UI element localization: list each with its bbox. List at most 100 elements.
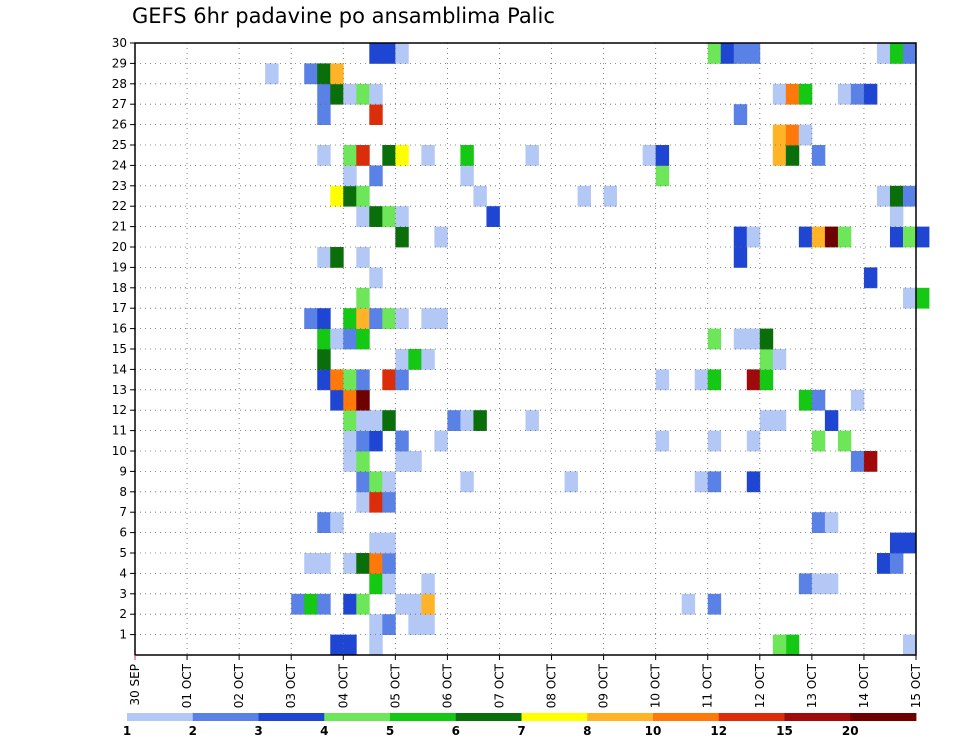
heatmap-cell <box>343 369 357 391</box>
y-tick-label: 24 <box>112 158 127 172</box>
heatmap-cell <box>642 145 657 166</box>
heatmap-cell <box>850 83 865 105</box>
heatmap-cell <box>382 145 396 166</box>
heatmap-cell <box>369 165 383 187</box>
heatmap-cell <box>772 124 787 146</box>
heatmap-cell <box>707 328 722 350</box>
colorbar-tick-label: 7 <box>517 724 525 738</box>
heatmap-cell <box>265 63 279 85</box>
grid-layer <box>135 43 916 655</box>
heatmap-cell <box>382 491 396 513</box>
heatmap-cell <box>343 389 357 411</box>
heatmap-cell <box>369 532 383 554</box>
x-tick-label: 06 OCT <box>440 663 454 708</box>
heatmap-cell <box>343 308 357 329</box>
x-tick-label: 13 OCT <box>805 663 819 708</box>
colorbar-swatch <box>653 713 720 721</box>
x-axis: 30 SEP 01 OCT 02 OCT 03 OCT 04 OCT 05 OCT 06 O… <box>128 655 923 708</box>
heatmap-cell <box>343 593 357 615</box>
y-tick-label: 29 <box>112 56 127 70</box>
heatmap-cell <box>798 573 813 595</box>
heatmap-cell <box>759 369 774 391</box>
heatmap-cell <box>824 573 839 595</box>
heatmap-cell <box>746 226 761 248</box>
heatmap-cell <box>317 512 331 533</box>
heatmap-cell <box>655 430 670 452</box>
heatmap-cell <box>369 410 383 431</box>
heatmap-cell <box>317 247 331 268</box>
x-tick-label: 14 OCT <box>857 663 871 708</box>
heatmap-cell <box>343 83 357 105</box>
y-tick-label: 16 <box>112 322 127 336</box>
x-tick-label: 15 OCT <box>909 663 923 708</box>
y-tick-label: 15 <box>112 342 127 356</box>
heatmap-cell <box>811 573 826 595</box>
heatmap-cell <box>317 553 331 574</box>
y-tick-label: 1 <box>119 628 127 642</box>
heatmap-cell <box>330 63 344 85</box>
heatmap-cell <box>382 410 396 431</box>
heatmap-cell <box>421 308 435 329</box>
y-tick-label: 19 <box>112 260 127 274</box>
heatmap-cell <box>330 389 344 411</box>
heatmap-cell <box>382 614 396 635</box>
heatmap-cell <box>824 410 839 431</box>
heatmap-cell <box>655 369 670 391</box>
heatmap-cell <box>317 349 331 370</box>
heatmap-cell <box>330 83 344 105</box>
heatmap-cell <box>343 553 357 574</box>
heatmap-cell <box>772 83 787 105</box>
heatmap-cell <box>798 124 813 146</box>
heatmap-cell <box>850 451 865 472</box>
y-tick-label: 5 <box>119 546 127 560</box>
heatmap-cell <box>772 145 787 166</box>
heatmap-cell <box>343 451 357 472</box>
heatmap-cell <box>343 185 357 207</box>
heatmap-cell <box>694 471 709 493</box>
heatmap-cell <box>317 145 331 166</box>
heatmap-cell <box>707 369 722 391</box>
heatmap-cell <box>369 491 383 513</box>
heatmap-cell <box>772 349 787 370</box>
y-tick-label: 3 <box>119 587 127 601</box>
heatmap-cell <box>317 63 331 85</box>
heatmap-cell <box>889 43 904 64</box>
x-tick-label: 09 OCT <box>597 663 611 708</box>
heatmap-cell <box>304 63 318 85</box>
heatmap-cell <box>356 287 370 309</box>
heatmap-cell <box>356 471 370 493</box>
heatmap-cell <box>889 206 904 227</box>
heatmap-cell <box>707 593 722 615</box>
heatmap-cell <box>733 104 748 125</box>
heatmap-cell <box>811 226 826 248</box>
heatmap-cell <box>460 165 474 187</box>
y-tick-label: 17 <box>112 301 127 315</box>
heatmap-cell <box>356 206 370 227</box>
heatmap-cell <box>798 226 813 248</box>
heatmap-cell <box>707 430 722 452</box>
heatmap-cell <box>343 145 357 166</box>
heatmap-cell <box>382 553 396 574</box>
x-tick-label: 12 OCT <box>753 663 767 708</box>
colorbar-tick-label: 8 <box>583 724 591 738</box>
heatmap-cell <box>395 43 409 64</box>
heatmap-cell <box>798 83 813 105</box>
heatmap-cell <box>408 614 422 635</box>
heatmap-cell <box>447 410 461 431</box>
heatmap-cell <box>356 491 370 513</box>
heatmap-cell <box>356 553 370 574</box>
heatmap-cell <box>343 634 357 656</box>
heatmap-cell <box>317 593 331 615</box>
heatmap-cell <box>733 43 748 64</box>
heatmap-cell <box>460 145 474 166</box>
heatmap-cell <box>317 104 331 125</box>
heatmap-cell <box>421 145 435 166</box>
heatmap-cell <box>395 226 409 248</box>
y-tick-label: 7 <box>119 505 127 519</box>
heatmap-cell <box>369 104 383 125</box>
colorbar-swatch <box>324 713 391 721</box>
heatmap-cell <box>395 593 409 615</box>
heatmap-cell <box>473 185 487 207</box>
heatmap-cell <box>785 634 800 656</box>
